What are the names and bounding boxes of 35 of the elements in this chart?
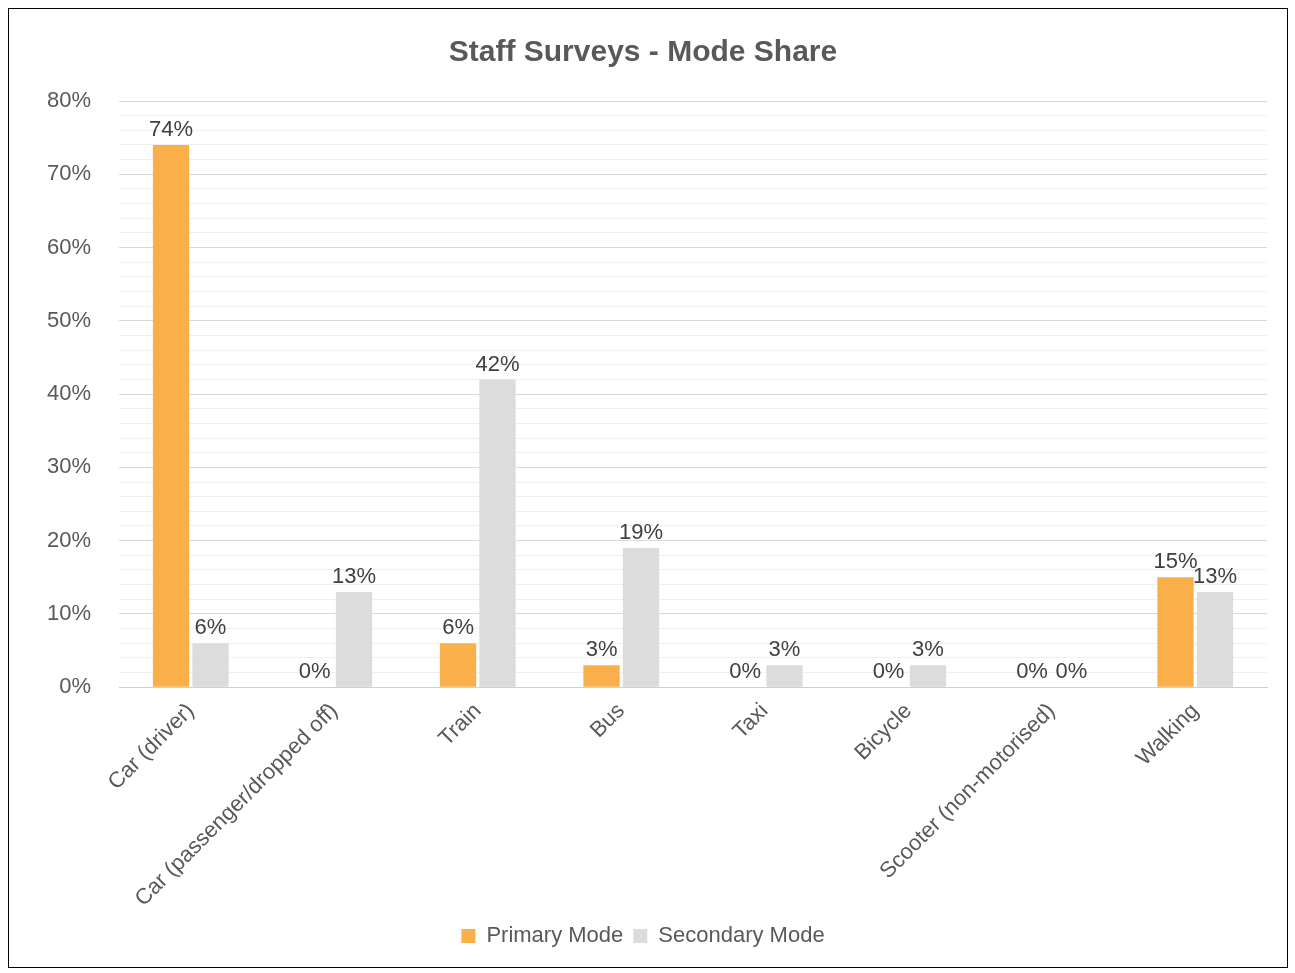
data-label: 0% [872, 658, 905, 684]
data-label: 13% [331, 562, 377, 588]
data-label: 0% [729, 658, 761, 684]
bar [583, 665, 620, 687]
bar [192, 643, 229, 687]
y-tick-label: 40% [46, 380, 92, 406]
x-tick-label: Bus [584, 697, 630, 743]
data-label: 0% [1016, 658, 1048, 684]
data-label: 3% [912, 636, 944, 662]
y-tick-label: 50% [46, 306, 92, 332]
chart-title: Staff Surveys - Mode Share [448, 34, 838, 68]
bar [439, 643, 477, 687]
legend-label: Secondary Mode [658, 922, 825, 948]
y-tick-label: 80% [46, 87, 92, 113]
data-label: 0% [298, 658, 331, 684]
data-label: 3% [768, 636, 801, 662]
data-label: 6% [194, 614, 227, 640]
y-tick-label: 70% [46, 160, 92, 186]
y-tick-label: 30% [46, 453, 92, 479]
y-tick-label: 60% [46, 233, 92, 259]
data-label: 0% [1055, 658, 1088, 684]
y-tick-label: 10% [46, 599, 92, 625]
data-label: 19% [618, 519, 664, 545]
data-label: 6% [442, 614, 474, 640]
y-tick-label: 20% [46, 526, 92, 552]
bar [909, 665, 947, 687]
y-tick-label: 0% [59, 673, 92, 699]
data-label: 42% [475, 350, 520, 376]
x-tick-label: Taxi [727, 697, 773, 744]
bar [152, 144, 190, 687]
bar [1157, 577, 1194, 687]
data-label: 3% [585, 636, 618, 662]
data-label: 74% [149, 116, 194, 142]
legend-label: Primary Mode [486, 922, 624, 948]
bar [766, 665, 803, 687]
